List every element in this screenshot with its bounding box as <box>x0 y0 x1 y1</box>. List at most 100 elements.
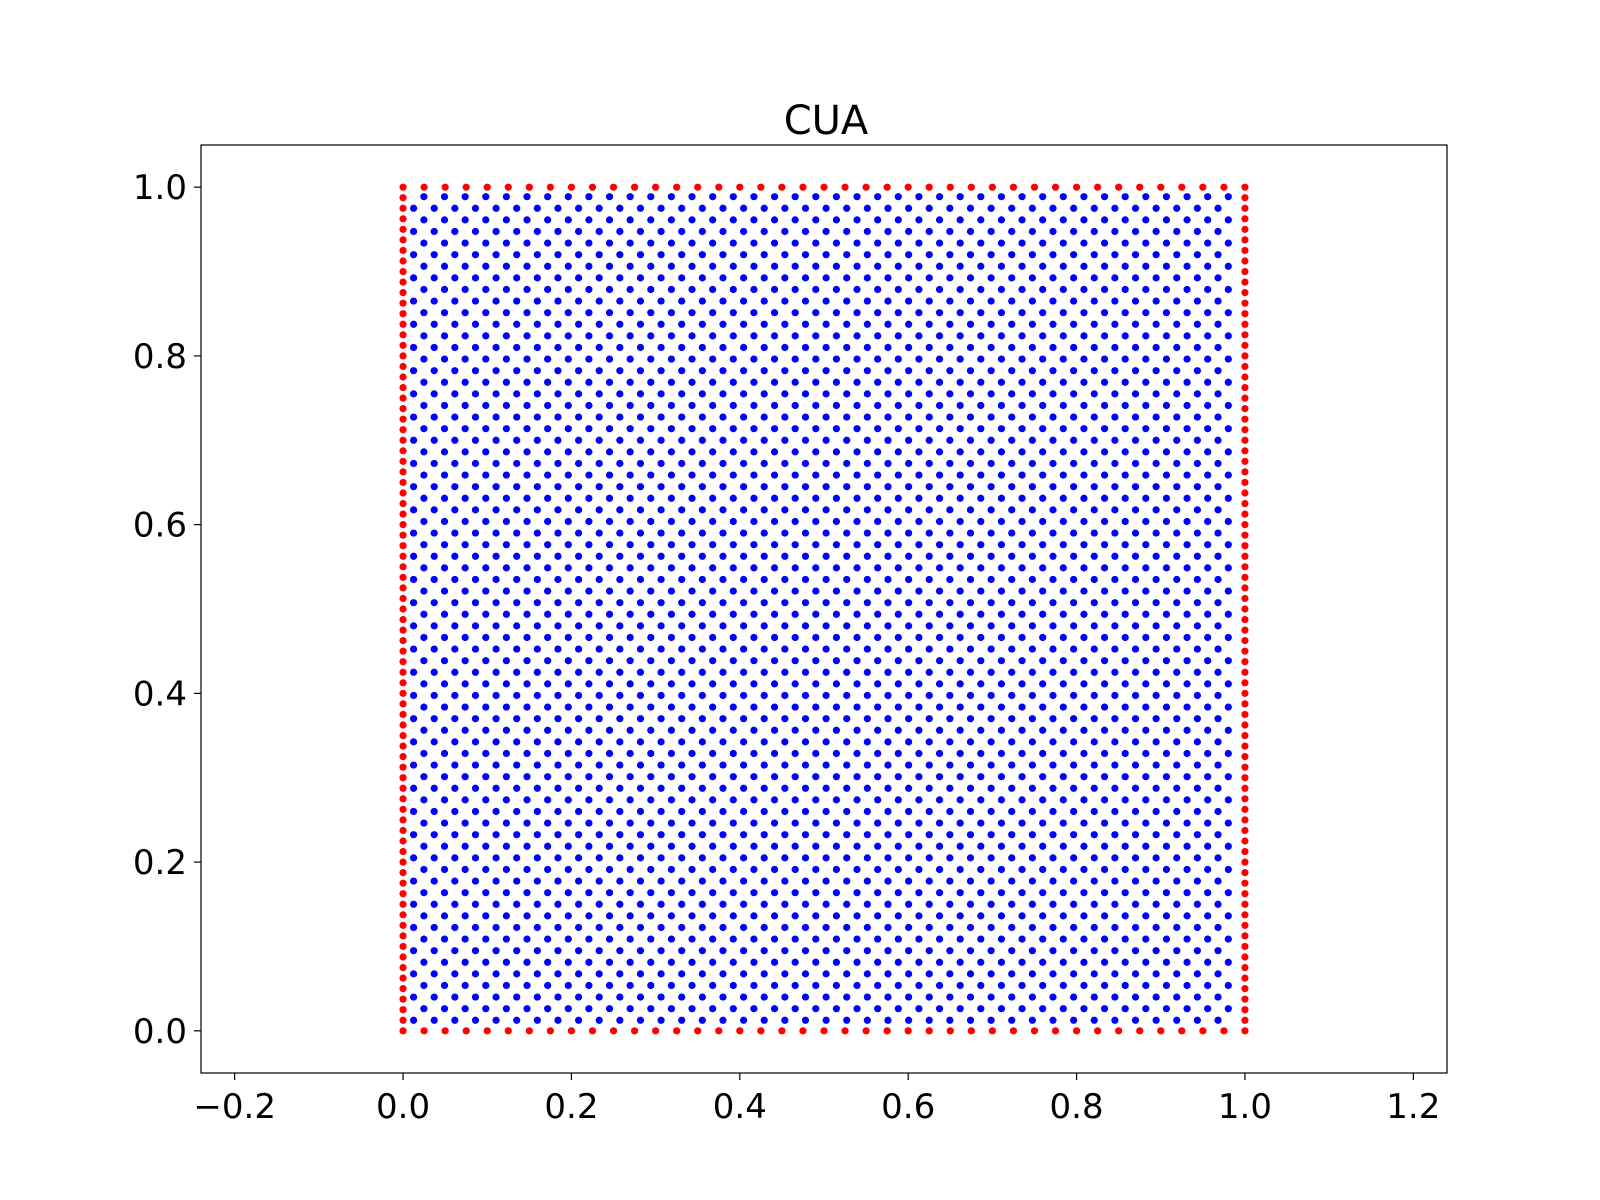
interior-point <box>533 831 541 839</box>
interior-point <box>977 889 985 897</box>
boundary-point <box>399 753 407 761</box>
interior-point <box>884 436 892 444</box>
boundary-point <box>1241 489 1249 497</box>
interior-point <box>1049 970 1057 978</box>
boundary-point <box>420 1027 428 1035</box>
interior-point <box>585 564 593 572</box>
interior-point <box>915 355 923 363</box>
interior-point <box>430 251 438 259</box>
interior-point <box>750 819 758 827</box>
boundary-point <box>630 183 639 191</box>
interior-point <box>925 204 933 212</box>
interior-point <box>585 703 593 711</box>
interior-point <box>997 448 1006 456</box>
interior-point <box>1059 865 1067 874</box>
interior-point <box>1142 541 1150 549</box>
interior-point <box>523 471 531 479</box>
interior-point <box>1111 274 1119 282</box>
interior-point <box>1080 541 1088 549</box>
interior-point <box>585 773 593 781</box>
interior-point <box>1039 309 1047 317</box>
interior-point <box>513 970 521 978</box>
interior-point <box>894 332 902 340</box>
interior-point <box>1070 204 1078 212</box>
interior-point <box>956 981 964 990</box>
interior-point <box>667 749 676 758</box>
interior-point <box>482 773 490 781</box>
boundary-point <box>1241 331 1249 339</box>
interior-point <box>554 204 562 212</box>
interior-point <box>801 436 810 444</box>
interior-point <box>544 332 552 340</box>
interior-point <box>1028 784 1036 792</box>
interior-point <box>884 854 892 862</box>
interior-point <box>451 413 459 421</box>
interior-point <box>1183 378 1191 386</box>
interior-point <box>626 193 634 201</box>
interior-point <box>430 552 438 560</box>
interior-point <box>533 552 541 560</box>
interior-point <box>482 355 490 363</box>
interior-point <box>554 784 562 792</box>
interior-point <box>1162 587 1171 595</box>
interior-point <box>770 355 779 363</box>
interior-point <box>760 343 768 352</box>
interior-point <box>925 552 933 560</box>
interior-point <box>956 193 964 201</box>
interior-point <box>729 842 737 850</box>
interior-point <box>471 390 480 398</box>
interior-point <box>791 773 799 781</box>
interior-point <box>461 587 469 595</box>
interior-point <box>740 343 748 352</box>
interior-point <box>1018 378 1026 386</box>
interior-point <box>1080 935 1088 943</box>
interior-point <box>925 645 933 653</box>
interior-point <box>451 715 459 723</box>
interior-point <box>461 378 469 386</box>
interior-point <box>564 680 572 688</box>
interior-point <box>946 204 954 212</box>
interior-point <box>1162 517 1171 526</box>
interior-point <box>1183 471 1191 479</box>
interior-point <box>471 900 480 908</box>
interior-point <box>1193 459 1201 468</box>
interior-point <box>925 854 933 862</box>
interior-point <box>451 204 459 212</box>
boundary-point <box>1241 753 1249 761</box>
interior-point <box>843 297 851 305</box>
interior-point <box>574 552 583 560</box>
interior-point <box>1070 970 1078 978</box>
interior-point <box>1008 483 1016 491</box>
interior-point <box>956 819 964 827</box>
interior-point <box>564 494 572 502</box>
interior-point <box>1152 227 1160 236</box>
boundary-point <box>399 521 407 529</box>
interior-point <box>997 239 1006 247</box>
interior-point <box>832 703 841 711</box>
interior-point <box>523 633 531 642</box>
interior-point <box>1142 749 1150 758</box>
interior-point <box>544 819 552 827</box>
interior-point <box>719 529 727 537</box>
interior-point <box>1100 842 1109 850</box>
interior-point <box>1018 239 1026 247</box>
interior-point <box>461 981 469 990</box>
interior-point <box>822 738 830 746</box>
interior-point <box>1049 691 1057 700</box>
interior-point <box>966 552 975 560</box>
interior-point <box>657 877 665 885</box>
interior-point <box>409 923 418 932</box>
interior-point <box>760 297 768 305</box>
interior-point <box>894 239 902 247</box>
interior-point <box>812 657 820 665</box>
interior-point <box>420 216 428 224</box>
interior-point <box>409 715 418 723</box>
interior-point <box>1173 1016 1181 1024</box>
interior-point <box>1214 320 1222 328</box>
interior-point <box>544 239 552 247</box>
interior-point <box>770 935 779 943</box>
interior-point <box>1142 401 1150 410</box>
interior-point <box>523 517 531 526</box>
interior-point <box>770 332 779 340</box>
interior-point <box>740 831 748 839</box>
